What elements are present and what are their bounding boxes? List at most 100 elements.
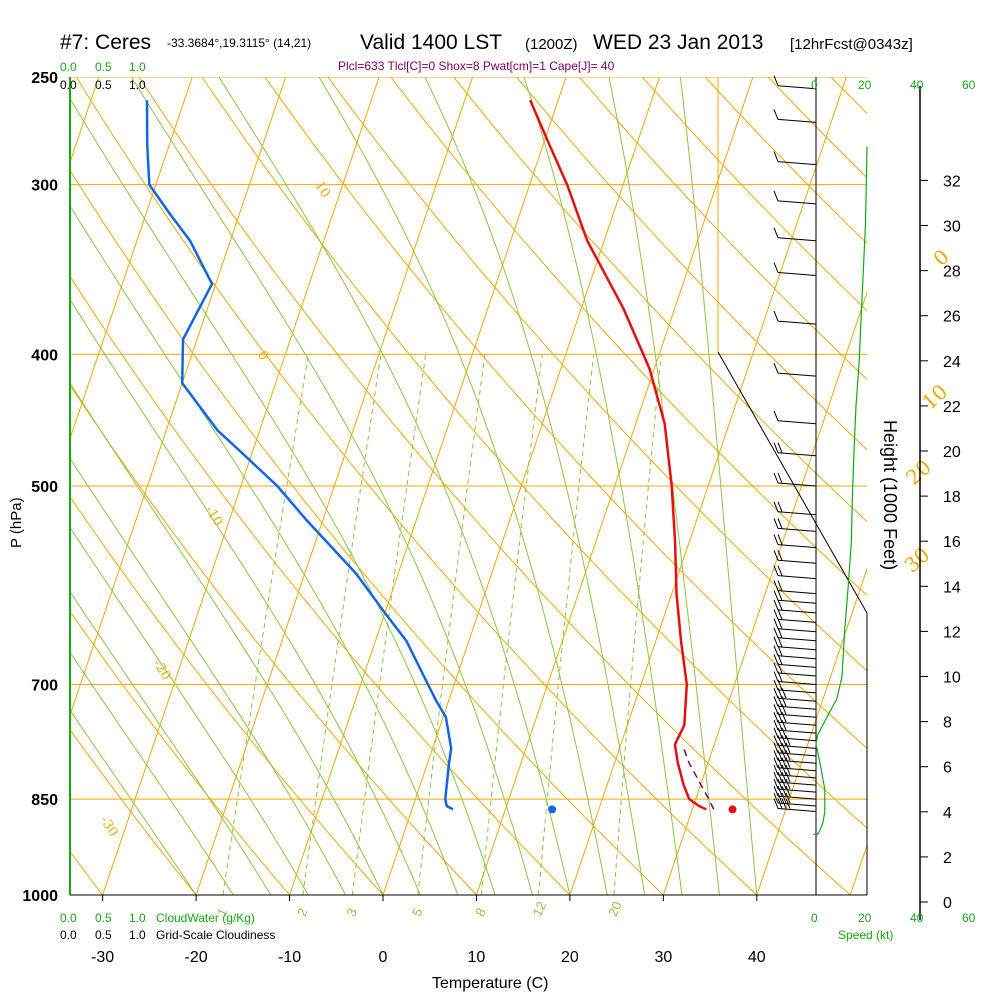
wind-barb-flag [773, 696, 779, 707]
wind-barb-shaft [777, 697, 817, 702]
wind-barb-flag [773, 704, 779, 715]
wind-barb-shaft [777, 320, 817, 325]
wind-barb-flag [781, 696, 787, 707]
speed-tick-bottom-2: 40 [910, 911, 924, 925]
cloudwater-tick-0: 0.0 [60, 60, 77, 74]
height-tick-label: 18 [943, 489, 961, 506]
dry-adiabat [516, 77, 867, 451]
wind-barb-shaft [777, 559, 817, 564]
cloudwater-tick-2-bottom: 1.0 [129, 911, 146, 925]
wind-barb-flag [773, 362, 779, 374]
wind-barb-flag [777, 472, 783, 484]
wind-barb-flag [781, 785, 787, 797]
wind-barb-shaft [777, 200, 817, 205]
wind-barb-shaft [777, 618, 817, 623]
height-tick-label: 12 [943, 624, 961, 641]
wind-barb-shaft [777, 672, 817, 677]
moist-adiabat [70, 526, 309, 895]
cloudiness-tick-1: 0.5 [95, 78, 112, 92]
wind-barb-shaft [777, 372, 817, 377]
wind-barb-flag [773, 742, 779, 754]
dry-adiabat [201, 77, 867, 829]
wind-barb-flag [777, 618, 783, 629]
station-location: -33.3684°,19.3115° (14,21) [167, 36, 311, 50]
height-tick-label: 30 [943, 219, 961, 236]
wind-barb-flag [773, 501, 779, 512]
dry-adiabat-label: -20 [150, 657, 174, 683]
wind-barb-flag [777, 742, 783, 754]
cloudiness-tick-2-bottom: 1.0 [129, 928, 146, 942]
plot-margin [867, 77, 1000, 895]
dry-adiabat-label: 0 [254, 348, 271, 363]
height-tick-label: 14 [943, 579, 961, 596]
wind-barb-flag [773, 735, 779, 746]
dry-adiabat [70, 610, 290, 895]
wind-barb-shaft [777, 759, 817, 764]
moist-adiabat [70, 97, 496, 895]
surface-temperature-marker [728, 805, 737, 814]
wind-barb-flag [777, 645, 783, 656]
height-tick-label: 16 [943, 534, 961, 551]
height-tick-label: 8 [943, 715, 952, 732]
moist-adiabat [523, 77, 683, 895]
wind-barb-shaft [777, 681, 817, 685]
cloudiness-label: Grid-Scale Cloudiness [156, 928, 275, 942]
wind-barb [773, 636, 817, 651]
wind-barb-flag [777, 735, 783, 746]
height-tick-label: 6 [943, 760, 952, 777]
wind-barb-flag [773, 679, 779, 691]
wind-barb-flag [773, 534, 779, 545]
wind-barb-flag [773, 654, 779, 665]
wind-barb [773, 798, 817, 812]
pressure-tick-label: 250 [31, 70, 58, 87]
moist-adiabat [679, 77, 758, 895]
wind-barb-shaft [777, 272, 817, 276]
wind-barb-flag [777, 792, 783, 804]
wind-barb [773, 627, 817, 642]
wind-barb [773, 518, 817, 532]
x-axis-title: Temperature (C) [432, 975, 548, 992]
wind-barb [773, 227, 817, 242]
cloud-scale-bottom: 0.0 0.5 1.0 CloudWater (g/Kg) 0.0 0.5 1.… [60, 911, 275, 942]
wind-barb-flag [773, 688, 779, 699]
wind-barb-flag [785, 785, 791, 797]
wind-barb-flag [785, 742, 791, 754]
temperature-tick-label: 40 [748, 949, 766, 966]
wind-barb-shaft [777, 767, 817, 772]
mixing-ratio-line [480, 354, 543, 895]
height-tick-label: 0 [943, 895, 952, 912]
pressure-tick-label: 500 [31, 479, 58, 496]
wind-barb-flag [777, 565, 783, 576]
dry-adiabat [579, 77, 867, 381]
height-tick-label: 20 [943, 444, 961, 461]
wind-profile [773, 75, 817, 812]
height-tick-label: 4 [943, 805, 952, 822]
speed-tick-bottom-1: 20 [858, 911, 872, 925]
height-axis-title: Height (1000 Feet) [880, 420, 900, 570]
wind-barb-shaft [777, 511, 817, 516]
speed-tick-bottom-3: 60 [962, 911, 976, 925]
cloudwater-label: CloudWater (g/Kg) [156, 911, 255, 925]
wind-barb-flag [773, 580, 779, 591]
dry-adiabat-label: -30 [97, 814, 121, 840]
wind-barb-shaft [777, 655, 817, 660]
dry-adiabat [70, 384, 477, 895]
wind-barb-flag [773, 109, 779, 120]
speed-scale-bottom: 0 20 40 60 Speed (kt) [811, 911, 976, 942]
height-tick-label: 24 [943, 354, 961, 371]
wind-barb [773, 750, 817, 764]
cloud-scale-top: 0.0 0.5 1.0 0.0 0.5 1.0 [60, 60, 146, 92]
wind-barb [773, 190, 817, 205]
wind-barb-flag [773, 609, 779, 620]
y-axis-title: P (hPa) [8, 497, 25, 548]
plot-area [867, 77, 1000, 895]
wind-barb-shaft [777, 774, 817, 779]
wind-barb-shaft [777, 628, 817, 633]
wind-barb-flag [781, 719, 787, 731]
wind-barb-flag [785, 792, 791, 804]
plot-frame [69, 77, 921, 920]
parcel-line [681, 744, 715, 810]
wind-barb [773, 442, 817, 457]
